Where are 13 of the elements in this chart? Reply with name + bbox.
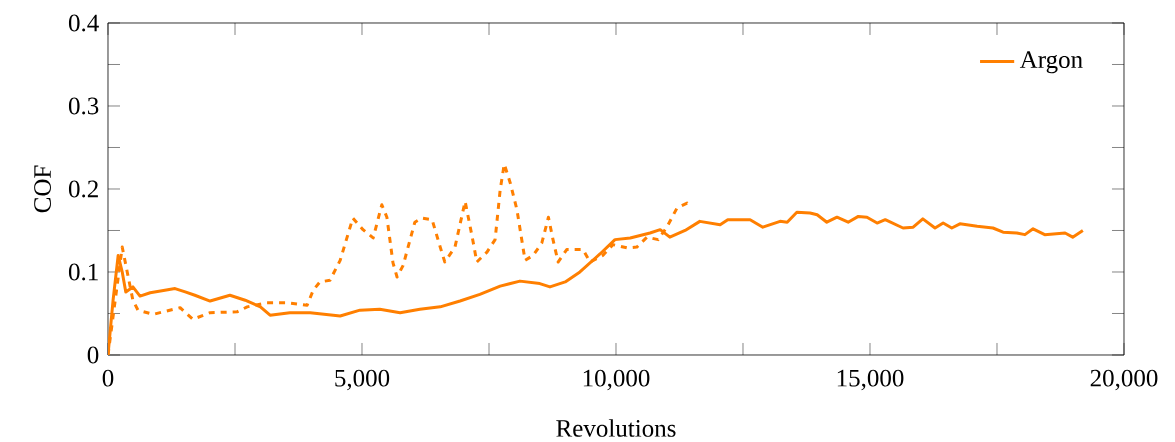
x-tick-label: 20,000 bbox=[1090, 369, 1158, 391]
y-tick-label: 0.2 bbox=[68, 180, 98, 198]
y-tick-label: 0.4 bbox=[68, 14, 99, 32]
x-tick-label: 10,000 bbox=[583, 369, 650, 391]
y-tick-label: 0.3 bbox=[68, 97, 99, 115]
y-axis-title: COF bbox=[34, 165, 51, 213]
x-tick-label: 0 bbox=[102, 369, 114, 387]
x-axis-title: Revolutions bbox=[556, 419, 676, 437]
x-tick-label: 5,000 bbox=[335, 369, 390, 391]
legend-label: Argon bbox=[1019, 51, 1083, 74]
y-tick-label: 0.1 bbox=[68, 263, 98, 281]
x-tick-label: 15,000 bbox=[837, 369, 904, 391]
y-tick-label: 0 bbox=[87, 346, 99, 364]
